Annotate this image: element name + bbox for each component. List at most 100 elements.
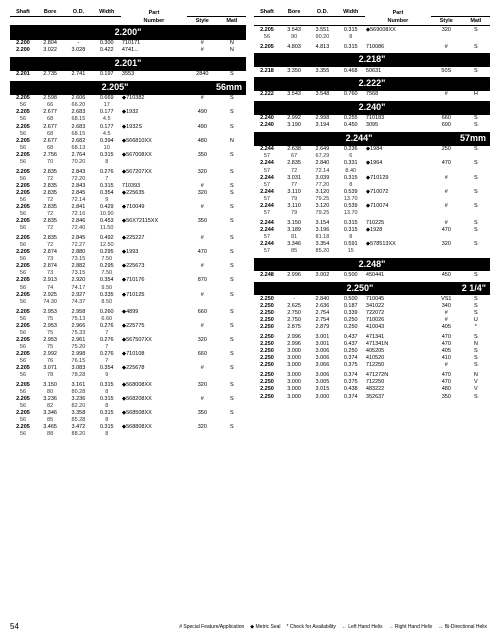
table-row: 2.205 2.953 2.966 0.276 ◆225775 # S	[10, 322, 246, 329]
table-row: 2.205 2.953 2.961 0.276 ◆567507XX 320 S	[10, 336, 246, 343]
table-row: 2.205 3.236 3.236 0.315 ◆568208XX # S	[10, 396, 246, 403]
table-row: 2.250 3.000 3.000 0.374 352637 350 S	[254, 393, 490, 400]
table-row: 2.205 4.803 4.813 0.315 710086 # S	[254, 43, 490, 50]
table-row: 2.205 3.071 3.083 0.354 ◆225678 # S	[10, 365, 246, 372]
table-row: 56 75 75.20 7	[10, 343, 246, 350]
table-row: 2.244 3.110 3.120 0.539 ◆710074 # S	[254, 202, 490, 209]
table-row: 2.244 2.638 2.649 0.236 ◆1984 250 S	[254, 146, 490, 153]
table-row: 2.250 2.625 2.636 0.187 341022 340 S	[254, 302, 490, 309]
table-row: 2.250 3.000 3.006 0.374 471272N 470 N	[254, 372, 490, 379]
table-row: 2.201 2.735 2.741 0.197 3553 2840 S	[10, 71, 246, 78]
section-header: 2.240"	[254, 101, 490, 115]
table-row: 2.205 3.346 3.358 0.315 ◆568508XX 350 S	[10, 410, 246, 417]
table-row: 56 68 68.13 10	[10, 144, 246, 151]
table-row: 2.205 2.677 2.682 0.394 ◆566810XX 480 N	[10, 137, 246, 144]
table-row: 2.222 3.543 3.548 0.760 7568 # H	[254, 91, 490, 98]
table-row: 57 81 81.18 8	[254, 233, 490, 240]
table-row: 2.205 2.835 2.845 0.492 ◆225227 # S	[10, 235, 246, 242]
table-row: 56 72 72.16 10.90	[10, 211, 246, 218]
table-row: 56 75 75.13 6.60	[10, 315, 246, 322]
table-row: 2.205 2.677 2.683 0.177 ◆1932 490 S	[10, 109, 246, 116]
page-footer: 54 # Special Feature/Application◆ Metric…	[10, 622, 490, 631]
section-header: 2.218"	[254, 53, 490, 67]
table-row: 2.205 2.992 2.998 0.276 ◆710108 660 S	[10, 350, 246, 357]
section-header: 2.248"	[254, 258, 490, 272]
table-row: 2.218 3.350 3.355 0.468 50631 50S S	[254, 67, 490, 74]
section-header: 2.205"56mm	[10, 81, 246, 95]
parts-table: Shaft Bore O.D. Width Part Number Style …	[10, 8, 246, 441]
table-row: 2.205 2.756 2.764 0.315 ◆567008XX 350 S	[10, 151, 246, 158]
table-row: 56 68 68.15 4.5	[10, 130, 246, 137]
table-row: 2.250 3.000 3.006 0.250 405205 405 S	[254, 348, 490, 355]
table-row: 2.248 2.996 3.002 0.500 450441 450 S	[254, 271, 490, 278]
table-row: 56 70 70.20 8	[10, 158, 246, 165]
table-row: 2.205 2.835 2.843 0.315 710393 # S	[10, 182, 246, 189]
table-row: 57 77 77.20 8	[254, 181, 490, 188]
table-row: 57 72 72.14 8.40	[254, 167, 490, 174]
table-row: 2.205 3.465 3.472 0.315 ◆568808XX 320 S	[10, 424, 246, 431]
table-row: 56 78 78.28 9	[10, 372, 246, 379]
section-header: 2.250"2 1/4"	[254, 282, 490, 296]
table-row: 2.205 2.835 2.843 0.276 ◆567207XX 320 S	[10, 168, 246, 175]
table-row: 2.200 2.804 - 0.300 710171 # N	[10, 40, 246, 47]
table-row: 56 72 72.40 11.50	[10, 225, 246, 232]
table-row: 2.205 2.835 2.841 0.429 ◆710049 # S	[10, 204, 246, 211]
table-row: 2.244 3.150 3.154 0.315 710225 # S	[254, 219, 490, 226]
table-row: 57 79 79.25 13.70	[254, 209, 490, 216]
table-row: 2.205 2.953 2.958 0.260 ◆4899 660 S	[10, 308, 246, 315]
section-header: 2.201"	[10, 57, 246, 71]
section-header: 2.244"57mm	[254, 132, 490, 146]
table-row: 2.205 2.835 2.845 0.354 ◆225635 320 S	[10, 189, 246, 196]
table-row: 56 76 76.15 7	[10, 358, 246, 365]
table-row: 2.250 2.750 2.754 0.339 722072 # S	[254, 310, 490, 317]
table-row: 2.205 2.913 2.920 0.354 ◆710176 870 S	[10, 277, 246, 284]
table-row: 2.240 3.190 3.194 0.450 3095 690 S	[254, 122, 490, 129]
table-row: 2.250 - 2.840 0.500 710045 VS1 S	[254, 295, 490, 302]
table-row: 56 85 85.28 8	[10, 417, 246, 424]
table-row: 2.250 3.000 3.005 0.375 712250 470 V	[254, 379, 490, 386]
table-row: 2.250 2.996 3.001 0.437 471341 470 S	[254, 334, 490, 341]
table-row: 2.205 2.835 2.846 0.453 ◆56X72115XX 350 …	[10, 218, 246, 225]
table-row: 2.250 2.875 2.879 0.250 410043 405 *	[254, 324, 490, 331]
table-row: 2.250 3.000 3.015 0.438 483222 480 V	[254, 386, 490, 393]
table-row: 56 72 72.14 9	[10, 196, 246, 203]
table-row: 2.244 3.346 3.354 0.591 ◆578513XX 320 S	[254, 241, 490, 248]
table-row: 56 74.30 74.37 8.50	[10, 298, 246, 305]
table-row: 57 85 85.20 15	[254, 248, 490, 255]
table-row: 2.205 2.598 2.606 0.669 ◆710382 # S	[10, 95, 246, 102]
table-row: 56 90 90.20 8	[254, 33, 490, 40]
right-column: Shaft Bore O.D. Width Part Number Style …	[254, 8, 490, 441]
table-row: 56 73 73.15 7.50	[10, 270, 246, 277]
table-row: 56 73 73.15 7.50	[10, 256, 246, 263]
table-row: 2.250 2.750 2.754 0.250 710026 # U	[254, 317, 490, 324]
section-header: 2.200"	[10, 26, 246, 40]
table-row: 56 68 68.15 4.5	[10, 116, 246, 123]
table-row: 2.205 2.925 2.927 0.335 ◆710125 # S	[10, 291, 246, 298]
page-number: 54	[10, 622, 19, 631]
table-row: 2.205 2.677 2.683 0.177 ◆1932S 490 S	[10, 123, 246, 130]
table-row: 2.250 3.000 3.006 0.374 410520 410 S	[254, 355, 490, 362]
table-row: 2.205 3.150 3.161 0.315 ◆568008XX 320 S	[10, 382, 246, 389]
table-row: 2.240 2.992 2.998 0.255 710183 660 S	[254, 115, 490, 122]
table-row: 56 82 82.20 8	[10, 403, 246, 410]
left-column: Shaft Bore O.D. Width Part Number Style …	[10, 8, 246, 441]
table-row: 56 66 66.20 17	[10, 102, 246, 109]
table-row: 56 75 75.33 7	[10, 329, 246, 336]
section-header: 2.222"	[254, 77, 490, 91]
table-row: 2.244 3.110 3.120 0.539 ◆710072 # S	[254, 188, 490, 195]
footer-legend: # Special Feature/Application◆ Metric Se…	[176, 624, 490, 630]
table-row: 2.205 2.874 2.880 0.295 ◆1993 470 S	[10, 249, 246, 256]
table-row: 2.205 2.874 2.882 0.295 ◆225673 # S	[10, 263, 246, 270]
table-row: 56 88 88.20 8	[10, 431, 246, 438]
table-row: 2.250 3.000 3.066 0.375 712250 # S	[254, 362, 490, 369]
table-row: 2.244 3.031 3.039 0.315 ◆710129 # S	[254, 174, 490, 181]
table-row: 2.200 3.022 3.028 0.422 4741← # N	[10, 47, 246, 54]
table-row: 56 74 74.17 9.50	[10, 284, 246, 291]
table-row: 56 72 72.27 12.50	[10, 242, 246, 249]
parts-table: Shaft Bore O.D. Width Part Number Style …	[254, 8, 490, 403]
table-row: 56 80 80.28 8	[10, 389, 246, 396]
table-row: 2.250 2.996 3.001 0.437 471341N 470 N	[254, 341, 490, 348]
table-row: 2.244 3.189 3.196 0.315 ◆1928 470 S	[254, 226, 490, 233]
table-row: 57 67 67.29 6	[254, 153, 490, 160]
table-row: 2.205 3.543 3.551 0.315 ◆569008XX 320 S	[254, 26, 490, 34]
